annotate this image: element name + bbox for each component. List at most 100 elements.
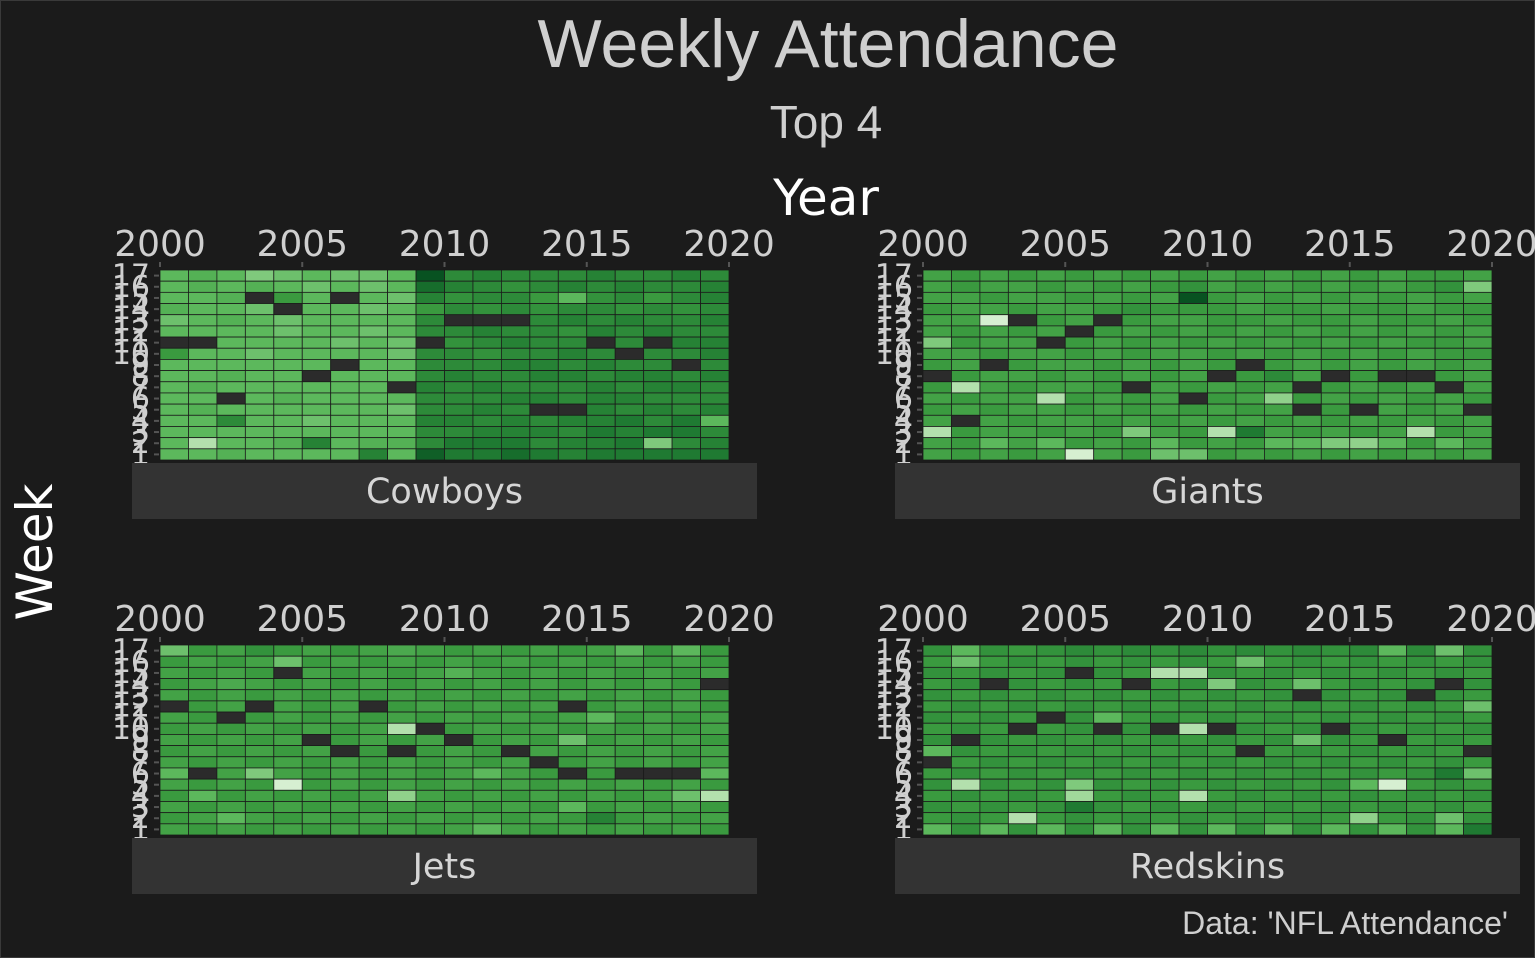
heatmap-tile [415, 711, 445, 724]
facet-strip [132, 838, 757, 894]
heatmap-tile [951, 280, 981, 293]
heatmap-tile [1463, 437, 1493, 450]
heatmap-tile [700, 359, 730, 371]
heatmap-tile [1007, 745, 1038, 758]
heatmap-tile [979, 280, 1009, 293]
heatmap-tile [1406, 689, 1436, 702]
heatmap-tile [1093, 325, 1123, 338]
heatmap-tile [1463, 426, 1493, 439]
heatmap-tile [273, 644, 303, 657]
heatmap-tile [586, 426, 616, 439]
heatmap-tile [586, 303, 616, 316]
x-tick-label: 2000 [114, 599, 206, 640]
y-tick-label: 2 [894, 426, 913, 461]
heatmap-tile [216, 678, 246, 691]
heatmap-tile [529, 756, 559, 769]
heatmap-tile [1320, 325, 1351, 338]
heatmap-tile [643, 745, 673, 758]
heatmap-tile [188, 655, 218, 668]
heatmap-tile [1292, 403, 1322, 416]
heatmap-tile [586, 314, 616, 327]
heatmap-tile [1349, 644, 1379, 657]
heatmap-tile [444, 336, 474, 349]
heatmap-tile [1463, 812, 1493, 825]
heatmap-tile [1292, 789, 1322, 802]
heatmap-tile [1463, 381, 1493, 394]
heatmap-tile [500, 778, 531, 791]
heatmap-tile [159, 789, 189, 802]
facet-strip-label: Giants [1151, 472, 1263, 512]
heatmap-tile [1463, 280, 1493, 293]
heatmap-tile [1121, 823, 1152, 836]
heatmap-tile [472, 437, 502, 450]
heatmap-tile [1264, 314, 1294, 327]
heatmap-tile [700, 347, 730, 360]
heatmap-tile [1349, 359, 1379, 371]
heatmap-tile [358, 678, 388, 691]
heatmap-tile [1121, 700, 1152, 713]
y-tick-label: 4 [894, 404, 913, 439]
heatmap-tile [557, 403, 588, 416]
heatmap-tile [979, 448, 1009, 461]
heatmap-tile [1406, 347, 1436, 360]
heatmap-tile [387, 414, 417, 427]
heatmap-tile [614, 767, 645, 780]
heatmap-tile [188, 823, 218, 836]
heatmap-tile [700, 269, 730, 282]
heatmap-tile [1264, 370, 1294, 383]
heatmap-tile [188, 370, 218, 383]
x-tick-label: 2005 [256, 599, 348, 640]
heatmap-tile [1093, 437, 1123, 450]
heatmap-tile [216, 414, 246, 427]
heatmap-tile [244, 700, 275, 713]
heatmap-tile [216, 381, 246, 394]
heatmap-tile [1150, 767, 1180, 780]
heatmap-tile [614, 734, 645, 746]
heatmap-tile [1292, 347, 1322, 360]
heatmap-tile [951, 269, 981, 282]
heatmap-tile [1178, 303, 1208, 316]
heatmap-tile [643, 678, 673, 691]
heatmap-tile [1377, 700, 1408, 713]
heatmap-tile [273, 789, 303, 802]
heatmap-tile [700, 414, 730, 427]
heatmap-tile [444, 437, 474, 450]
heatmap-tile [472, 325, 502, 338]
heatmap-tile [1377, 325, 1408, 338]
heatmap-tile [216, 778, 246, 791]
heatmap-tile [330, 734, 360, 746]
heatmap-tile [1178, 801, 1208, 814]
heatmap-tile [273, 291, 303, 304]
facet-jets: 2000 2005 2010 2015 202012345678910111213141… [112, 599, 775, 894]
heatmap-tile [500, 325, 531, 338]
heatmap-tile [1320, 700, 1351, 713]
facet-redskins: 2000 2005 2010 2015 202012345678910111213141… [875, 599, 1535, 894]
y-tick-label: 7 [131, 370, 150, 405]
heatmap-tile [358, 666, 388, 679]
y-tick-label: 17 [112, 259, 150, 294]
heatmap-tile [1235, 666, 1265, 679]
heatmap-tile [1064, 756, 1095, 769]
y-tick-label: 14 [112, 667, 150, 702]
heatmap-tile [614, 280, 645, 293]
heatmap-tile [529, 448, 559, 461]
heatmap-tile [358, 426, 388, 439]
heatmap-tile [1150, 325, 1180, 338]
heatmap-tile [444, 745, 474, 758]
heatmap-tile [1320, 745, 1351, 758]
heatmap-tile [1463, 336, 1493, 349]
heatmap-tile [1235, 370, 1265, 383]
heatmap-tile [671, 734, 701, 746]
heatmap-tile [700, 722, 730, 735]
heatmap-tile [1150, 381, 1180, 394]
heatmap-tile [244, 756, 275, 769]
heatmap-tile [216, 437, 246, 450]
heatmap-tile [1207, 778, 1237, 791]
heatmap-tile [472, 689, 502, 702]
heatmap-tile [1235, 722, 1265, 735]
heatmap-tile [500, 823, 531, 836]
heatmap-tile [643, 392, 673, 405]
heatmap-tile [415, 269, 445, 282]
heatmap-tile [358, 403, 388, 416]
heatmap-tile [1349, 303, 1379, 316]
